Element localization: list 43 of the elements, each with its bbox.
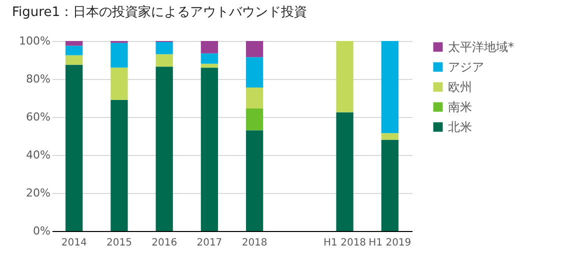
legend-label: 南米 xyxy=(448,100,472,114)
x-tick-label: 2016 xyxy=(152,238,178,248)
x-tick-label: 2015 xyxy=(106,238,132,248)
legend-label: 北米 xyxy=(448,120,472,134)
bar xyxy=(66,55,83,65)
bar xyxy=(110,42,128,68)
y-tick-label: 40% xyxy=(26,148,50,162)
bar xyxy=(110,100,128,231)
bar xyxy=(246,108,264,130)
x-tick-label: H1 2018 xyxy=(324,238,366,248)
y-tick-label: 100% xyxy=(19,34,50,48)
bar xyxy=(246,130,264,231)
bar xyxy=(200,53,218,64)
legend-label: 太平洋地域* xyxy=(448,40,514,54)
bar xyxy=(66,64,83,231)
bar xyxy=(200,41,218,54)
x-tick-label: 2017 xyxy=(196,238,222,248)
bar xyxy=(381,133,398,140)
bar xyxy=(156,54,173,67)
chart-title: Figure1：日本の投資家によるアウトバウンド投資 xyxy=(12,4,307,20)
bar xyxy=(66,46,83,56)
bar xyxy=(156,66,173,231)
legend-label: アジア xyxy=(448,60,484,74)
bar xyxy=(200,64,218,68)
y-tick-label: 80% xyxy=(26,72,50,86)
y-tick-label: 20% xyxy=(26,186,50,200)
bar xyxy=(336,112,354,231)
x-tick-label: 2014 xyxy=(61,238,87,248)
y-tick-label: 60% xyxy=(26,110,50,124)
y-tick-label: 0% xyxy=(33,224,50,238)
bar xyxy=(156,42,173,54)
bar xyxy=(246,57,264,88)
legend-label: 欧州 xyxy=(448,80,472,94)
bar xyxy=(246,88,264,108)
x-tick-label: 2018 xyxy=(242,238,268,248)
x-tick-label: H1 2019 xyxy=(368,238,412,248)
bar xyxy=(381,140,398,231)
bar xyxy=(200,68,218,231)
bar xyxy=(336,41,354,112)
bar xyxy=(381,41,398,134)
bar xyxy=(110,68,128,100)
bar xyxy=(66,41,83,46)
bar xyxy=(246,41,264,58)
